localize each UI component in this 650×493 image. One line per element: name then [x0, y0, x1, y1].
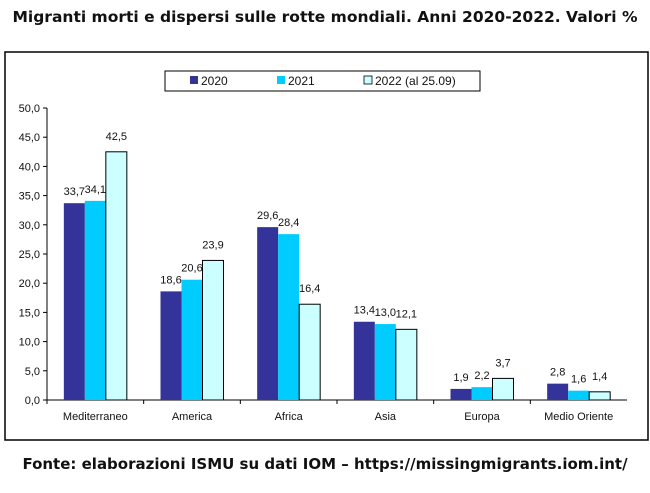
data-label: 20,6: [181, 263, 202, 275]
data-label: 2,2: [474, 370, 489, 382]
bar-2022: [395, 328, 418, 401]
legend-label: 2021: [288, 74, 315, 88]
y-tick-label: 20,0: [19, 278, 40, 290]
source-note: Fonte: elaborazioni ISMU su dati IOM – h…: [22, 455, 628, 473]
bar-2021: [471, 387, 493, 400]
y-tick-label: 35,0: [19, 191, 40, 203]
x-tick-label: Europa: [464, 411, 500, 423]
bar-2020: [160, 291, 182, 400]
legend-label: 2020: [201, 74, 228, 88]
data-label: 34,1: [85, 184, 106, 196]
data-label: 18,6: [160, 274, 181, 286]
legend-label: 2022 (al 25.09): [375, 74, 456, 88]
data-label: 3,7: [495, 357, 510, 369]
y-tick-label: 25,0: [19, 249, 40, 261]
data-label: 33,7: [64, 186, 85, 198]
data-label: 29,6: [257, 210, 278, 222]
data-label: 13,0: [375, 307, 396, 319]
bar-2020: [353, 321, 375, 400]
bar-2020: [450, 388, 472, 400]
y-tick-label: 50,0: [19, 103, 40, 115]
x-tick-label: America: [172, 411, 213, 423]
bar-2020: [257, 227, 279, 400]
y-tick-label: 30,0: [19, 220, 40, 232]
legend-swatch: [363, 75, 373, 85]
y-tick-label: 40,0: [19, 161, 40, 173]
bar-2022: [492, 377, 514, 401]
bar-2022: [298, 303, 321, 401]
bar-2020: [63, 203, 85, 400]
legend-swatch: [277, 76, 285, 84]
bar-2021: [374, 324, 396, 400]
data-label: 1,4: [592, 371, 607, 383]
x-tick-label: Mediterraneo: [63, 411, 128, 423]
x-tick-label: Medio Oriente: [544, 411, 613, 423]
x-tick-label: Africa: [275, 411, 304, 423]
data-label: 12,1: [396, 308, 417, 320]
y-tick-label: 10,0: [19, 337, 40, 349]
data-label: 2,8: [550, 367, 565, 379]
x-tick-label: Asia: [375, 411, 397, 423]
legend: [164, 70, 481, 92]
data-label: 16,4: [299, 283, 320, 295]
y-tick-label: 45,0: [19, 132, 40, 144]
y-tick-label: 0,0: [25, 395, 40, 407]
y-tick-label: 15,0: [19, 307, 40, 319]
bar-2022: [105, 151, 128, 401]
bar-2022: [588, 391, 611, 401]
bar-2021: [278, 234, 300, 400]
data-label: 1,9: [453, 372, 468, 384]
data-label: 28,4: [278, 217, 299, 229]
bar-2022: [202, 259, 224, 401]
bar-2020: [547, 383, 569, 400]
y-tick-label: 5,0: [25, 366, 40, 378]
bar-2021: [568, 390, 590, 400]
legend-swatch: [190, 76, 198, 84]
bar-2021: [181, 279, 203, 400]
data-label: 13,4: [354, 305, 375, 317]
data-label: 42,5: [106, 131, 127, 143]
bar-2021: [84, 200, 106, 400]
chart-title: Migranti morti e dispersi sulle rotte mo…: [12, 8, 638, 26]
data-label: 23,9: [202, 239, 223, 251]
data-label: 1,6: [571, 374, 586, 386]
